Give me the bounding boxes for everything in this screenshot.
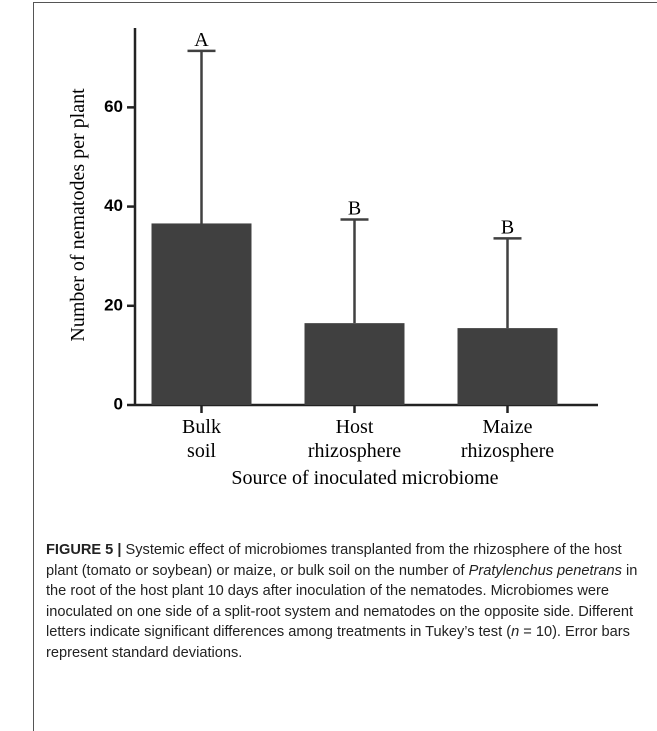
bar	[151, 223, 252, 405]
caption-label: FIGURE 5 |	[46, 542, 122, 558]
caption-text: in the root of the host plant 10 days af…	[46, 562, 638, 641]
caption: FIGURE 5 | Systemic effect of microbiome…	[46, 540, 646, 663]
significance-letter: A	[194, 29, 209, 51]
caption-text: = 10). Error bars represent standard dev…	[46, 624, 630, 661]
x-tick-label-line: Maize	[483, 416, 533, 438]
caption-italic: n	[511, 624, 520, 640]
chart: Number of nematodes per plant Source of …	[67, 28, 598, 489]
bar	[304, 323, 405, 405]
x-tick-label-line: Bulk	[182, 416, 221, 438]
bar	[457, 328, 558, 405]
x-tick-label: Maize rhizosphere	[461, 416, 554, 462]
y-tick-label: 60	[104, 97, 123, 116]
x-tick-label: Bulk soil	[182, 416, 221, 462]
x-tick-label: Host rhizosphere	[308, 416, 401, 462]
caption-italic: Pratylenchus penetrans	[468, 562, 622, 579]
y-tick-label: 0	[114, 394, 123, 413]
y-tick-label: 20	[104, 295, 123, 314]
caption-text: Systemic effect of microbiomes transplan…	[46, 542, 622, 579]
x-tick-label-line: Host	[336, 416, 374, 438]
x-axis-title: Source of inoculated microbiome	[231, 467, 498, 489]
y-tick-label: 40	[104, 196, 123, 215]
figure-frame	[33, 2, 657, 731]
significance-letter: B	[501, 216, 514, 238]
y-axis-title: Number of nematodes per plant	[67, 88, 89, 342]
significance-letter: B	[348, 197, 361, 219]
x-tick-label-line: rhizosphere	[461, 440, 554, 462]
x-tick-label-line: soil	[187, 440, 216, 462]
x-tick-label-line: rhizosphere	[308, 440, 401, 462]
